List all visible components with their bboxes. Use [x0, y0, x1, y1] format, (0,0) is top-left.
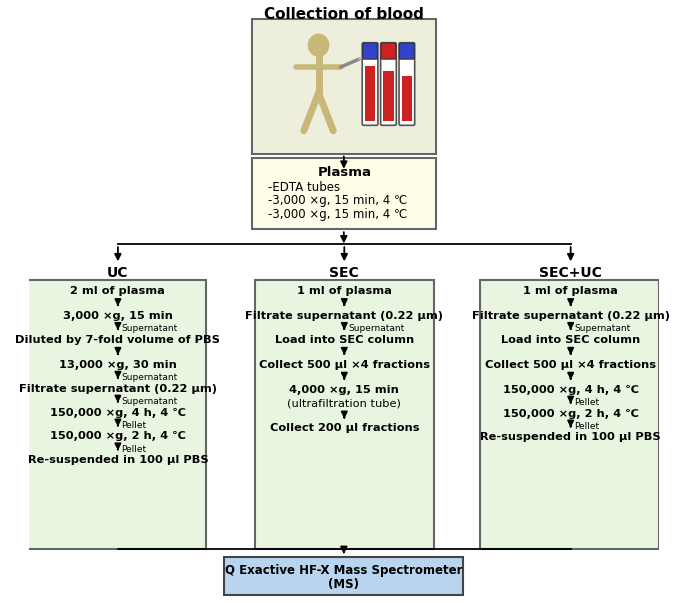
Text: Supernatant: Supernatant: [574, 324, 631, 333]
Text: Pellet: Pellet: [574, 398, 599, 407]
FancyBboxPatch shape: [399, 43, 414, 125]
Text: Supernatant: Supernatant: [348, 324, 404, 333]
Text: 1 ml of plasma: 1 ml of plasma: [297, 286, 392, 296]
FancyBboxPatch shape: [252, 19, 436, 154]
Text: -3,000 ×g, 15 min, 4 ℃: -3,000 ×g, 15 min, 4 ℃: [268, 195, 407, 207]
Circle shape: [308, 34, 329, 56]
Text: Supernatant: Supernatant: [122, 324, 178, 333]
Text: (ultrafiltration tube): (ultrafiltration tube): [287, 399, 401, 409]
Text: 150,000 ×g, 2 h, 4 ℃: 150,000 ×g, 2 h, 4 ℃: [50, 431, 186, 441]
Text: 2 ml of plasma: 2 ml of plasma: [71, 286, 165, 296]
FancyBboxPatch shape: [479, 280, 659, 549]
Text: (MS): (MS): [328, 578, 360, 591]
Text: 150,000 ×g, 4 h, 4 ℃: 150,000 ×g, 4 h, 4 ℃: [50, 408, 186, 417]
FancyBboxPatch shape: [381, 43, 396, 59]
Text: SEC: SEC: [329, 266, 359, 280]
Text: Plasma: Plasma: [317, 166, 371, 178]
Bar: [402, 76, 412, 121]
Text: Collect 500 μl ×4 fractions: Collect 500 μl ×4 fractions: [485, 360, 656, 370]
Text: Load into SEC column: Load into SEC column: [501, 335, 640, 345]
Text: Supernatant: Supernatant: [122, 373, 178, 382]
Text: Supernatant: Supernatant: [122, 397, 178, 406]
Text: Re-suspended in 100 μl PBS: Re-suspended in 100 μl PBS: [27, 455, 208, 466]
Text: UC: UC: [107, 266, 129, 280]
Text: Collect 500 μl ×4 fractions: Collect 500 μl ×4 fractions: [259, 360, 429, 370]
Bar: [365, 66, 375, 121]
Text: Pellet: Pellet: [122, 445, 147, 454]
Text: -EDTA tubes: -EDTA tubes: [268, 180, 340, 194]
Text: 4,000 ×g, 15 min: 4,000 ×g, 15 min: [289, 385, 399, 394]
Text: Load into SEC column: Load into SEC column: [275, 335, 414, 345]
Text: 13,000 ×g, 30 min: 13,000 ×g, 30 min: [59, 360, 177, 370]
Text: Diluted by 7-fold volume of PBS: Diluted by 7-fold volume of PBS: [16, 335, 221, 345]
FancyBboxPatch shape: [27, 280, 206, 549]
FancyBboxPatch shape: [381, 43, 397, 125]
Text: 150,000 ×g, 4 h, 4 ℃: 150,000 ×g, 4 h, 4 ℃: [503, 385, 638, 394]
Text: Pellet: Pellet: [122, 421, 147, 430]
Text: Q Exactive HF-X Mass Spectrometer: Q Exactive HF-X Mass Spectrometer: [225, 564, 462, 577]
Text: 150,000 ×g, 2 h, 4 ℃: 150,000 ×g, 2 h, 4 ℃: [503, 408, 638, 418]
Text: Filtrate supernatant (0.22 μm): Filtrate supernatant (0.22 μm): [245, 311, 443, 321]
Text: Collection of blood: Collection of blood: [264, 7, 424, 22]
FancyBboxPatch shape: [362, 43, 377, 59]
Text: SEC+UC: SEC+UC: [539, 266, 602, 280]
Text: Filtrate supernatant (0.22 μm): Filtrate supernatant (0.22 μm): [19, 384, 217, 394]
Bar: [384, 71, 393, 121]
FancyBboxPatch shape: [362, 43, 378, 125]
FancyBboxPatch shape: [224, 557, 464, 595]
FancyBboxPatch shape: [255, 280, 434, 549]
Text: Filtrate supernatant (0.22 μm): Filtrate supernatant (0.22 μm): [472, 311, 670, 321]
Text: Collect 200 μl fractions: Collect 200 μl fractions: [269, 423, 419, 434]
FancyBboxPatch shape: [399, 43, 414, 59]
Text: -3,000 ×g, 15 min, 4 ℃: -3,000 ×g, 15 min, 4 ℃: [268, 209, 407, 221]
Text: 3,000 ×g, 15 min: 3,000 ×g, 15 min: [63, 311, 173, 321]
Text: Re-suspended in 100 μl PBS: Re-suspended in 100 μl PBS: [480, 432, 661, 443]
FancyBboxPatch shape: [252, 157, 436, 229]
Text: Pellet: Pellet: [574, 422, 599, 431]
Text: 1 ml of plasma: 1 ml of plasma: [523, 286, 618, 296]
